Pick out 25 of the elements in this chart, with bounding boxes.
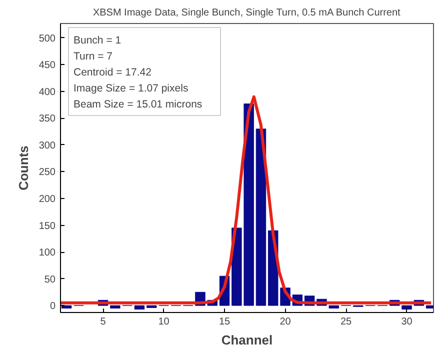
annotation: Image Size = 1.07 pixels	[74, 82, 188, 94]
y-tick-label: 50	[44, 274, 56, 286]
annotation: Beam Size = 15.01 microns	[74, 98, 202, 110]
y-tick-label: 300	[38, 140, 56, 152]
annotation: Bunch = 1	[74, 34, 122, 46]
annotation: Centroid = 17.42	[74, 66, 152, 78]
x-tick-label: 25	[340, 316, 352, 328]
x-tick-label: 5	[100, 316, 106, 328]
y-tick-label: 150	[38, 220, 56, 232]
chart-title: XBSM Image Data, Single Bunch, Single Turn, 0.5 mA Bunch Current	[92, 8, 401, 18]
y-tick-label: 500	[38, 33, 56, 44]
x-tick-label: 20	[280, 316, 292, 328]
annotation: Turn = 7	[74, 50, 113, 62]
y-tick-label: 400	[38, 86, 56, 98]
x-tick-label: 30	[401, 316, 413, 328]
y-tick-label: 450	[38, 60, 56, 72]
x-tick-label: 15	[218, 316, 231, 328]
y-tick-label: 350	[38, 114, 56, 125]
y-tick-label: 200	[38, 194, 56, 206]
y-tick-label: 0	[50, 301, 56, 312]
y-tick-label: 100	[38, 248, 56, 259]
x-axis-title: Channel	[221, 332, 273, 348]
x-tick-label: 10	[158, 316, 170, 328]
y-axis-title: Counts	[16, 146, 31, 190]
y-tick-label: 250	[38, 167, 56, 178]
